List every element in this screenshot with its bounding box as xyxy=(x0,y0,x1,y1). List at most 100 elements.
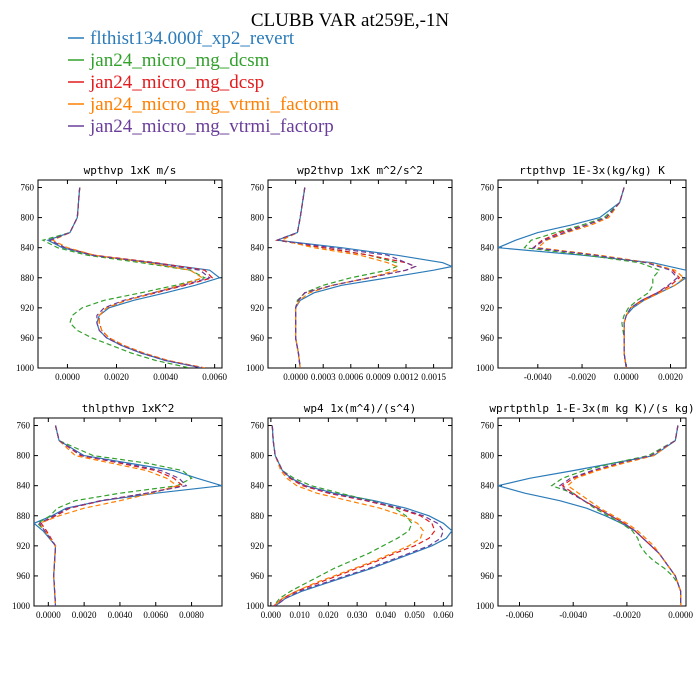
x-tick-label: 0.060 xyxy=(433,610,454,620)
y-tick-label: 880 xyxy=(481,273,495,283)
y-tick-label: 760 xyxy=(481,183,495,193)
x-tick-label: 0.0080 xyxy=(179,610,204,620)
y-tick-label: 800 xyxy=(481,213,495,223)
panel: wp4 1x(m^4)/(s^4)76080084088092096010000… xyxy=(246,402,454,620)
series-line xyxy=(536,187,685,368)
legend-item: flthist134.000f_xp2_revert xyxy=(68,28,295,49)
y-tick-label: 920 xyxy=(17,541,31,551)
x-tick-label: 0.0009 xyxy=(366,372,391,382)
x-tick-label: 0.0040 xyxy=(108,610,133,620)
x-tick-label: -0.0040 xyxy=(559,610,587,620)
y-tick-label: 880 xyxy=(17,511,31,521)
series-line xyxy=(48,187,212,368)
series-line xyxy=(51,187,205,368)
panel: wprtpthlp 1-E-3x(m kg K)/(s kg) 760 800 840… xyxy=(476,402,695,620)
panel-title: thlpthvp 1xK^2 xyxy=(82,402,175,415)
panel-title: wprtpthlp 1-E-3x(m kg K)/(s kg) xyxy=(489,402,694,415)
legend-label: jan24_micro_mg_dcsp xyxy=(89,72,264,93)
y-tick-label: 1000 xyxy=(246,363,265,373)
x-tick-label: 0.0040 xyxy=(153,372,178,382)
series-line xyxy=(498,187,686,368)
y-tick-label: 1000 xyxy=(12,601,31,611)
y-tick-label: 800 xyxy=(251,213,265,223)
series-line xyxy=(48,187,214,368)
plot-frame xyxy=(37,179,223,369)
legend-item: jan24_micro_mg_vtrmi_factorp xyxy=(68,116,334,137)
y-tick-label: 920 xyxy=(251,541,265,551)
series-line xyxy=(280,187,398,368)
x-tick-label: 0.040 xyxy=(376,610,397,620)
y-tick-label: 760 xyxy=(251,421,265,431)
y-tick-label: 840 xyxy=(21,243,35,253)
series-line xyxy=(271,425,436,606)
plot-frame xyxy=(267,179,453,369)
series-line xyxy=(38,425,188,606)
y-tick-label: 760 xyxy=(17,421,31,431)
legend-label: jan24_micro_mg_vtrmi_factorm xyxy=(89,94,339,115)
series-line xyxy=(531,187,679,368)
y-tick-label: 840 xyxy=(17,481,31,491)
series-line xyxy=(271,425,445,606)
y-tick-label: 800 xyxy=(481,451,495,461)
series-group xyxy=(34,425,222,606)
series-line xyxy=(271,425,452,606)
y-tick-label: 960 xyxy=(481,571,495,581)
plot-frame xyxy=(497,417,687,607)
panel: wp2thvp 1xK m^2/s^2 760 800 840 880 920 960 100… xyxy=(246,164,453,382)
panel-title: wp2thvp 1xK m^2/s^2 xyxy=(297,164,423,177)
series-group xyxy=(498,425,682,606)
x-tick-label: -0.0020 xyxy=(568,372,596,382)
y-tick-label: 800 xyxy=(17,451,31,461)
y-tick-label: 960 xyxy=(481,333,495,343)
legend-label: flthist134.000f_xp2_revert xyxy=(90,28,295,49)
legend-item: jan24_micro_mg_dcsm xyxy=(68,50,270,71)
y-tick-label: 800 xyxy=(251,451,265,461)
series-group xyxy=(498,187,686,368)
y-tick-label: 1000 xyxy=(246,601,265,611)
series-line xyxy=(38,425,179,606)
series-line xyxy=(271,425,424,606)
y-tick-label: 920 xyxy=(481,541,495,551)
x-tick-label: 0.0060 xyxy=(143,610,168,620)
panel-title: wp4 1x(m^4)/(s^4) xyxy=(304,402,417,415)
x-tick-label: -0.0060 xyxy=(506,610,534,620)
panel-title: rtpthvp 1E-3x(kg/kg) K xyxy=(519,164,665,177)
x-tick-label: 0.020 xyxy=(318,610,339,620)
x-tick-label: 0.0000 xyxy=(283,372,308,382)
y-tick-label: 1000 xyxy=(476,601,495,611)
series-line xyxy=(276,187,452,368)
x-tick-label: 0.030 xyxy=(347,610,368,620)
panel: wpthvp 1xK m/s 760 800 840 880 920 960 1000 0.00… xyxy=(16,164,228,382)
series-line xyxy=(531,187,681,368)
plot-frame xyxy=(33,417,223,607)
series-line xyxy=(46,187,221,368)
x-tick-label: 0.0020 xyxy=(72,610,97,620)
x-tick-label: 0.010 xyxy=(290,610,311,620)
x-tick-label: 0.0020 xyxy=(658,372,683,382)
x-tick-label: 0.0000 xyxy=(668,610,693,620)
x-tick-label: 0.0015 xyxy=(421,372,446,382)
x-tick-label: 0.0000 xyxy=(614,372,639,382)
series-line xyxy=(550,425,682,606)
series-line xyxy=(41,187,207,368)
y-tick-label: 840 xyxy=(251,481,265,491)
y-tick-label: 960 xyxy=(17,571,31,581)
y-tick-label: 880 xyxy=(21,273,35,283)
y-tick-label: 840 xyxy=(481,243,495,253)
plot-frame xyxy=(267,417,453,607)
series-group xyxy=(274,187,452,368)
x-tick-label: 0.050 xyxy=(405,610,426,620)
series-line xyxy=(561,425,682,606)
y-tick-label: 760 xyxy=(21,183,35,193)
y-tick-label: 1000 xyxy=(476,363,495,373)
y-tick-label: 920 xyxy=(251,303,265,313)
legend-label: jan24_micro_mg_vtrmi_factorp xyxy=(89,116,334,137)
series-line xyxy=(558,425,682,606)
y-tick-label: 760 xyxy=(251,183,265,193)
y-tick-label: 800 xyxy=(21,213,35,223)
legend: flthist134.000f_xp2_revertjan24_micro_mg… xyxy=(68,28,339,137)
x-tick-label: 0.0000 xyxy=(36,610,61,620)
panel-title: wpthvp 1xK m/s xyxy=(84,164,177,177)
panel: rtpthvp 1E-3x(kg/kg) K 760 800 840 880 920 960… xyxy=(476,164,687,382)
